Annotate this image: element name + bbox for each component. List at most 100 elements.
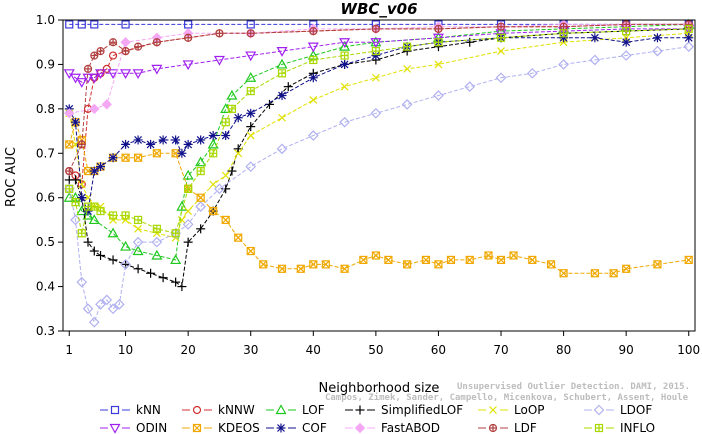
legend-label: FastABOD <box>381 421 440 434</box>
data-point <box>559 29 568 38</box>
data-point <box>208 131 218 141</box>
data-point <box>152 224 161 233</box>
legend-marker <box>593 404 605 416</box>
data-point <box>277 91 287 101</box>
data-point <box>113 298 125 310</box>
y-axis-title: ROC AUC <box>4 147 19 207</box>
y-tick-label: 0.4 <box>36 280 55 294</box>
data-point <box>151 236 163 248</box>
data-point <box>653 260 662 269</box>
data-point <box>434 260 443 269</box>
legend-marker <box>192 405 202 415</box>
data-point <box>590 33 600 43</box>
data-point <box>158 273 168 283</box>
data-point <box>89 103 100 115</box>
data-point <box>370 38 382 48</box>
data-point <box>590 269 599 278</box>
data-point <box>559 22 568 31</box>
data-point <box>559 269 568 278</box>
data-point <box>76 276 88 288</box>
data-point <box>246 131 255 140</box>
data-point <box>259 260 268 269</box>
data-point <box>465 37 475 47</box>
data-point <box>132 69 144 80</box>
data-point <box>434 24 443 33</box>
data-point <box>321 260 330 269</box>
chart-title: WBC_v06 <box>340 0 417 18</box>
data-point <box>371 46 380 56</box>
data-point <box>108 38 118 47</box>
legend-item-lof: LOF <box>266 403 325 417</box>
data-point <box>88 214 100 225</box>
data-point <box>121 216 130 224</box>
series-line-ldof <box>68 46 689 324</box>
data-point <box>484 251 493 260</box>
data-point <box>184 184 193 193</box>
data-point <box>221 118 230 127</box>
data-point <box>246 246 255 256</box>
data-point <box>370 107 382 119</box>
data-point <box>196 224 206 234</box>
series-line-lof <box>69 23 689 261</box>
legend: kNN kNNW LOF SimplifiedLOF LoOP LDOF ODIN KDEOS… <box>100 403 655 434</box>
data-point <box>339 38 351 48</box>
data-point <box>233 113 243 123</box>
y-tick-label: 0.9 <box>36 57 55 71</box>
data-point <box>171 135 181 145</box>
data-point <box>371 24 380 33</box>
data-point <box>559 33 569 43</box>
data-point <box>152 38 161 47</box>
y-tick-label: 0.3 <box>36 324 55 338</box>
data-point <box>177 148 187 158</box>
series-line-ldf <box>68 23 689 172</box>
data-point <box>509 251 518 260</box>
x-tick-label: 90 <box>619 343 634 357</box>
data-point <box>309 27 318 36</box>
data-point <box>196 193 205 202</box>
data-point <box>151 64 163 75</box>
data-point <box>96 46 105 56</box>
data-point <box>371 51 381 61</box>
data-point <box>152 229 161 238</box>
data-point <box>245 161 257 172</box>
legend-item-fastabod: FastABOD <box>345 421 440 434</box>
series-ldf <box>65 20 693 176</box>
data-point <box>184 20 193 29</box>
data-point <box>146 139 156 149</box>
legend-marker <box>355 405 365 415</box>
legend-item-simplifiedlof: SimplifiedLOF <box>345 403 463 417</box>
data-point <box>207 138 219 149</box>
data-point <box>151 249 163 260</box>
data-point <box>213 55 225 66</box>
data-point <box>152 149 161 158</box>
legend-label: KDEOS <box>218 421 260 434</box>
legend-marker <box>354 422 366 434</box>
data-point <box>215 29 224 38</box>
data-point <box>171 229 180 238</box>
data-point <box>102 64 111 73</box>
data-point <box>684 255 693 265</box>
x-tick-label: 80 <box>556 343 571 357</box>
data-point <box>403 64 412 73</box>
data-point <box>90 202 99 211</box>
data-point <box>120 69 132 80</box>
data-point <box>195 201 207 212</box>
data-point <box>146 268 156 278</box>
data-point <box>120 259 131 270</box>
data-point <box>384 255 393 265</box>
data-point <box>95 69 107 80</box>
data-point <box>622 264 631 273</box>
series-simplifiedlof <box>64 24 694 292</box>
data-point <box>101 294 113 306</box>
legend-label: ODIN <box>136 421 167 434</box>
legend-label: COF <box>302 421 327 434</box>
data-point <box>90 51 99 60</box>
data-point <box>108 51 118 60</box>
data-point <box>446 255 456 265</box>
legend-label: kNNW <box>218 403 255 417</box>
x-axis-title: Neighborhood size <box>319 381 440 396</box>
data-point <box>65 140 74 149</box>
data-point <box>227 104 237 113</box>
data-point <box>90 20 99 29</box>
data-point <box>371 251 380 260</box>
